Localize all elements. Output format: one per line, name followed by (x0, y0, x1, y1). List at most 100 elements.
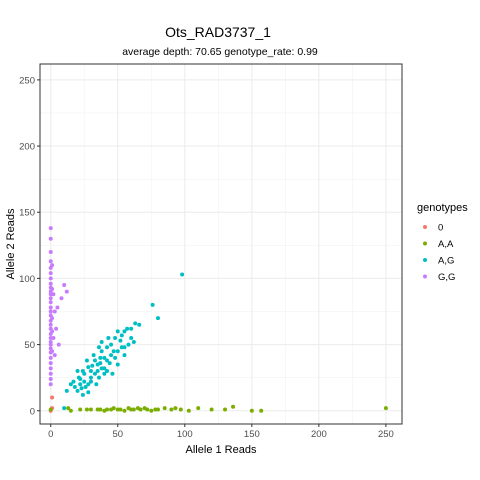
legend-label: 0 (438, 223, 443, 234)
data-point (66, 406, 71, 411)
data-point (96, 345, 101, 350)
chart-title: Ots_RAD3737_1 (165, 24, 271, 40)
data-point (48, 249, 53, 254)
legend: genotypes 0 A,A A,G G,G (417, 202, 468, 283)
data-point (131, 339, 136, 344)
x-tick-label: 50 (112, 429, 123, 440)
y-tick-label: 0 (30, 406, 35, 417)
x-tick-label: 200 (311, 429, 327, 440)
data-point (88, 407, 93, 412)
data-point (51, 335, 56, 340)
data-point (129, 326, 134, 331)
data-point (95, 369, 100, 374)
x-tick-label: 250 (378, 429, 394, 440)
data-point (155, 407, 160, 412)
data-point (98, 361, 103, 366)
y-axis-label: Allele 2 Reads (5, 208, 17, 279)
x-axis-label: Allele 1 Reads (186, 444, 257, 456)
x-tick-label: 0 (48, 429, 53, 440)
y-tick-label: 250 (19, 75, 35, 86)
data-point (78, 407, 83, 412)
data-point (209, 407, 214, 412)
data-point (48, 371, 53, 376)
data-point (169, 407, 174, 412)
data-point (48, 377, 53, 381)
data-point (94, 382, 99, 387)
legend-label: A,A (438, 239, 454, 250)
data-point (55, 305, 60, 310)
data-point (137, 322, 142, 327)
data-point (113, 335, 118, 340)
data-point (91, 353, 96, 358)
data-point (50, 263, 55, 268)
chart-subtitle: average depth: 70.65 genotype_rate: 0.99 (122, 46, 318, 58)
data-point (105, 345, 110, 350)
data-point (54, 326, 59, 331)
x-tick-label: 150 (244, 429, 260, 440)
data-point (48, 355, 53, 360)
data-point (178, 407, 183, 412)
data-point (72, 384, 77, 389)
data-point (118, 407, 123, 412)
data-point (48, 309, 53, 314)
data-point (118, 338, 123, 343)
data-point (86, 382, 91, 387)
data-point (48, 276, 53, 281)
data-point (64, 289, 69, 294)
data-point (145, 407, 150, 412)
data-point (50, 329, 55, 334)
data-point (102, 371, 107, 376)
data-point (71, 379, 76, 384)
data-point (162, 406, 167, 411)
data-point (48, 281, 53, 286)
data-point (122, 408, 127, 413)
data-point (109, 353, 114, 358)
data-point (48, 271, 53, 276)
data-point (115, 349, 120, 354)
y-axis: 0 50 100 150 200 250 (19, 75, 40, 417)
data-point (52, 309, 57, 314)
data-point (106, 335, 111, 340)
data-point (249, 408, 254, 413)
data-point (129, 335, 134, 340)
data-point (113, 355, 118, 360)
data-point (98, 407, 103, 412)
plot-border (39, 63, 403, 425)
y-tick-label: 200 (19, 142, 35, 153)
data-point (126, 342, 131, 347)
data-point (75, 369, 80, 374)
data-point (122, 353, 127, 358)
data-point (105, 369, 110, 374)
legend-key (423, 241, 427, 246)
y-tick-label: 50 (24, 340, 35, 351)
data-point (125, 326, 130, 331)
data-point (223, 407, 228, 412)
data-point (50, 349, 55, 354)
data-point (92, 358, 97, 363)
data-point (88, 375, 93, 380)
data-point (78, 382, 83, 387)
data-point (48, 236, 53, 241)
data-point (48, 322, 53, 327)
data-point (231, 404, 236, 409)
data-point (149, 408, 154, 413)
data-point (79, 386, 84, 391)
data-point (102, 355, 107, 360)
data-point (98, 355, 103, 360)
data-point (83, 384, 88, 389)
data-point (111, 349, 116, 354)
data-point (48, 407, 53, 412)
data-point (48, 226, 53, 231)
data-point (186, 408, 191, 413)
data-point (86, 365, 91, 370)
data-point (75, 388, 80, 393)
data-point (48, 361, 53, 366)
data-point (50, 316, 55, 321)
data-point (99, 366, 104, 371)
data-point (173, 406, 178, 411)
data-point (50, 287, 55, 291)
plot-panel (40, 64, 402, 424)
data-point (119, 345, 124, 350)
data-point (84, 358, 89, 363)
data-point (133, 321, 138, 326)
